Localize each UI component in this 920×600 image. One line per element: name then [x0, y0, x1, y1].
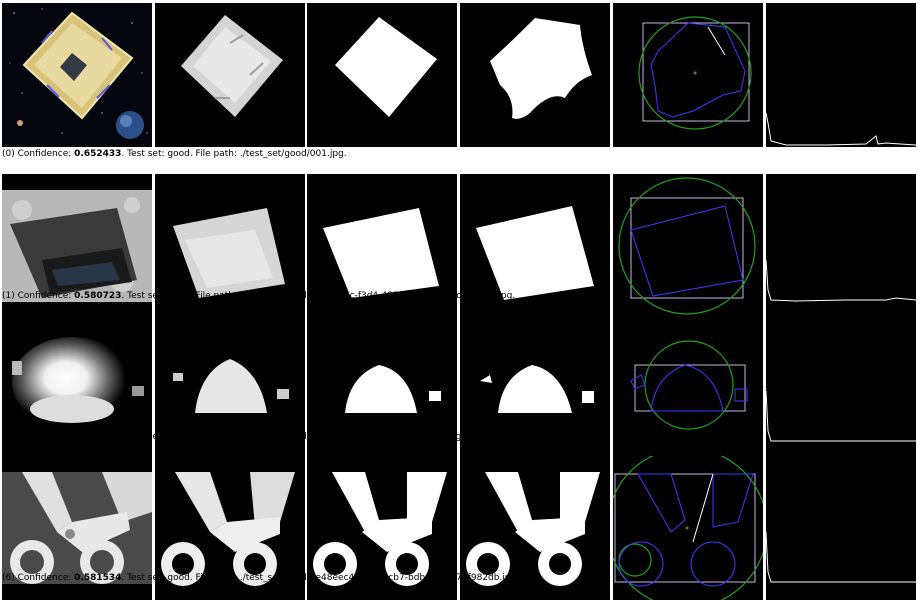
file-path-value: ./test_set/good/1e48eec4-bacb-4cb7-bdb0-… — [239, 573, 517, 583]
grayscale-saliency-map[interactable] — [155, 174, 305, 318]
original-image-thumbnail[interactable] — [2, 456, 152, 600]
histogram-plot[interactable] — [766, 315, 916, 459]
refined-mask[interactable] — [460, 315, 610, 459]
file-path-value: ./test_set/good/0b60ba6c-f3d4-483f-aad2-… — [239, 291, 513, 301]
confidence-value: 0.580723 — [74, 291, 122, 301]
row-index: (1) — [2, 291, 15, 301]
confidence-label: Confidence: — [17, 291, 72, 301]
contour-analysis[interactable] — [613, 3, 763, 147]
result-caption: (1) Confidence: 0.580723. Test set: good… — [2, 291, 515, 302]
caption-end: . — [461, 432, 465, 442]
confidence-label: Confidence: — [17, 149, 72, 159]
grayscale-saliency-map[interactable] — [155, 456, 305, 600]
original-image-thumbnail[interactable] — [2, 315, 152, 459]
caption-end: . — [512, 291, 516, 301]
test-set-label: . Test set: — [121, 432, 165, 442]
contour-analysis[interactable] — [613, 315, 763, 459]
file-path-value: ./test_set/good/18250297731_52e12539b0_b… — [239, 432, 462, 442]
file-path-value: ./test_set/good/001.jpg — [239, 149, 344, 159]
caption-end: . — [343, 149, 347, 159]
file-path-label: . File path: — [189, 573, 237, 583]
file-path-label: . File path: — [189, 149, 237, 159]
test-set-label: . Test set: — [121, 291, 165, 301]
binary-mask[interactable] — [307, 315, 457, 459]
confidence-value: 0.652433 — [74, 149, 122, 159]
refined-mask[interactable] — [460, 456, 610, 600]
original-image-thumbnail[interactable] — [2, 3, 152, 147]
histogram-plot[interactable] — [766, 456, 916, 600]
grayscale-saliency-map[interactable] — [155, 315, 305, 459]
result-caption: (0) Confidence: 0.652433. Test set: good… — [2, 149, 347, 160]
grayscale-saliency-map[interactable] — [155, 3, 305, 147]
row-index: (0) — [2, 149, 15, 159]
contour-analysis[interactable] — [613, 174, 763, 318]
test-set-label: . Test set: — [121, 573, 165, 583]
confidence-label: Confidence: — [17, 573, 72, 583]
original-image-thumbnail[interactable] — [2, 174, 152, 318]
test-set-label: . Test set: — [121, 149, 165, 159]
test-set-value: good — [167, 573, 190, 583]
test-set-value: good — [167, 291, 190, 301]
row-index: (6) — [2, 573, 15, 583]
binary-mask[interactable] — [307, 174, 457, 318]
binary-mask[interactable] — [307, 3, 457, 147]
confidence-label: Confidence: — [17, 432, 72, 442]
result-caption: (6) Confidence: 0.581534. Test set: good… — [2, 573, 519, 584]
file-path-label: . File path: — [189, 432, 237, 442]
caption-end: . — [516, 573, 520, 583]
histogram-plot[interactable] — [766, 3, 916, 147]
test-set-value: good — [167, 432, 190, 442]
refined-mask[interactable] — [460, 174, 610, 318]
confidence-value: 0.581534 — [74, 573, 122, 583]
file-path-label: . File path: — [189, 291, 237, 301]
result-caption: (4) Confidence: 0.706374. Test set: good… — [2, 432, 464, 443]
test-set-value: good — [167, 149, 190, 159]
histogram-plot[interactable] — [766, 174, 916, 318]
contour-analysis[interactable] — [613, 456, 763, 600]
confidence-value: 0.706374 — [74, 432, 122, 442]
binary-mask[interactable] — [307, 456, 457, 600]
refined-mask[interactable] — [460, 3, 610, 147]
row-index: (4) — [2, 432, 15, 442]
